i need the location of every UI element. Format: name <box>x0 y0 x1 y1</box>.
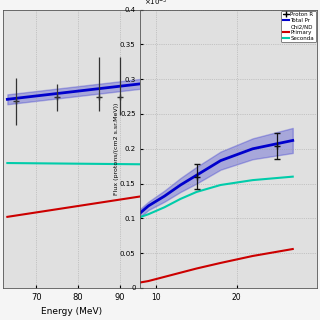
X-axis label: Energy (MeV): Energy (MeV) <box>41 308 102 316</box>
Y-axis label: Flux (protons/(cm2 s.sr.MeV)): Flux (protons/(cm2 s.sr.MeV)) <box>114 103 118 195</box>
Legend: Proton R, Total Pr, Chi2/ND, Primary, Seconda: Proton R, Total Pr, Chi2/ND, Primary, Se… <box>281 11 316 42</box>
Text: $\times10^{-3}$: $\times10^{-3}$ <box>144 0 168 8</box>
